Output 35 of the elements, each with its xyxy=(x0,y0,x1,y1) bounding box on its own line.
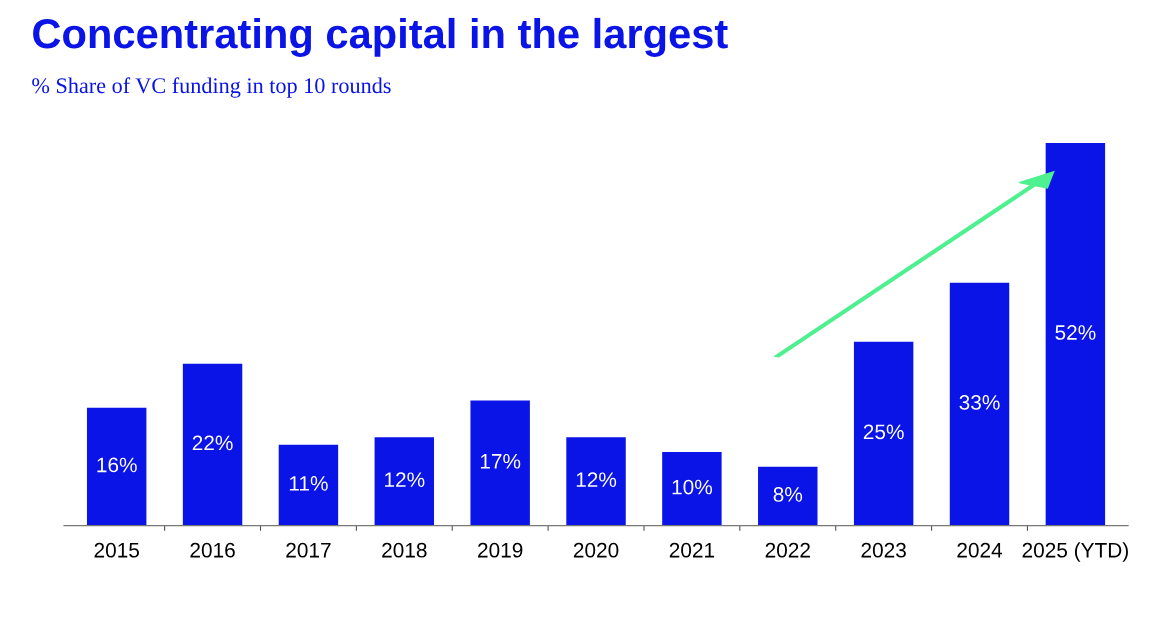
bar xyxy=(374,437,435,526)
bar xyxy=(758,466,818,526)
bar xyxy=(662,452,722,526)
bar xyxy=(86,407,147,526)
data-label: 10% xyxy=(672,479,713,495)
chart-title: Concentrating capital in the largest xyxy=(33,17,728,57)
data-label: 12% xyxy=(576,472,617,487)
x-tick-label: 2025 (YTD) xyxy=(1022,542,1128,562)
x-tick-label: 2016 xyxy=(190,542,235,558)
data-label: 11% xyxy=(289,476,328,491)
bar xyxy=(1045,142,1106,526)
data-label: 16% xyxy=(97,457,137,473)
x-tick-label: 2024 xyxy=(957,542,1003,558)
bar xyxy=(278,444,339,526)
x-tick-label: 2020 xyxy=(573,542,619,558)
x-tick-label: 2019 xyxy=(478,542,523,558)
bar xyxy=(470,400,530,526)
data-label: 25% xyxy=(863,424,904,440)
chart-subtitle: % Share of VC funding in top 10 rounds xyxy=(32,77,391,98)
x-tick-label: 2021 xyxy=(669,542,715,558)
x-tick-label: 2015 xyxy=(94,542,139,558)
x-tick-label: 2022 xyxy=(765,542,810,558)
data-label: 33% xyxy=(959,395,1000,410)
x-tick-label: 2017 xyxy=(286,542,331,558)
x-tick-label: 2023 xyxy=(861,542,906,558)
bar xyxy=(949,282,1010,526)
bar xyxy=(853,341,914,526)
bar xyxy=(566,437,626,526)
data-label: 17% xyxy=(480,454,521,469)
data-label: 52% xyxy=(1055,325,1096,340)
data-label: 22% xyxy=(192,435,233,451)
bar xyxy=(182,363,243,526)
data-label: 12% xyxy=(385,472,425,487)
data-label: 8% xyxy=(773,487,803,502)
x-tick-label: 2018 xyxy=(382,542,427,558)
